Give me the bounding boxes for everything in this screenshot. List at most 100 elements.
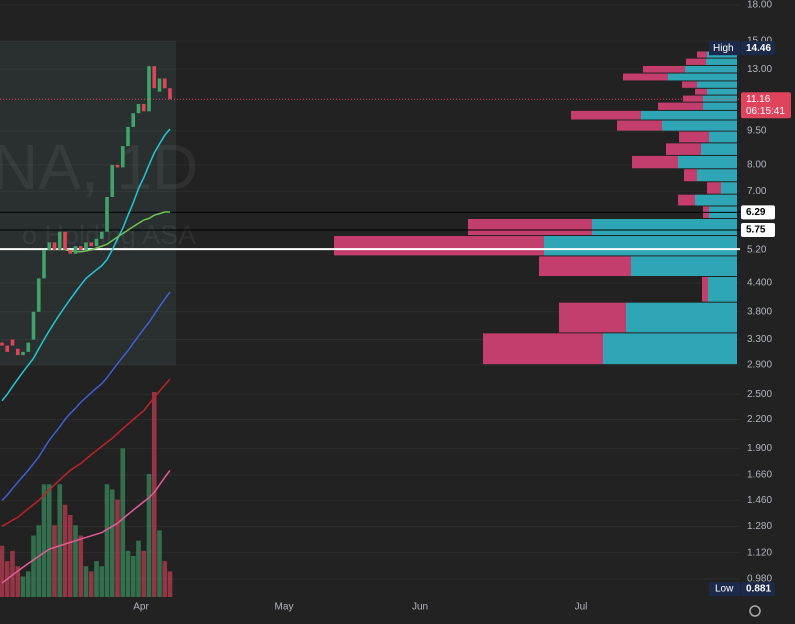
y-tick-label: 5.20 <box>747 245 767 256</box>
profile-buy <box>678 155 737 169</box>
volume-bar <box>109 489 115 597</box>
volume-bar <box>83 566 89 597</box>
y-tick-label: 4.400 <box>747 277 772 288</box>
profile-sell <box>702 277 708 302</box>
candle-body <box>31 311 36 340</box>
y-tick-label: 2.900 <box>747 360 772 371</box>
profile-buy <box>603 333 737 365</box>
candle-body <box>126 126 130 147</box>
settings-icon[interactable] <box>749 605 761 617</box>
candle-body <box>110 164 115 197</box>
y-tick-label: 1.900 <box>747 443 772 454</box>
volume-bar <box>130 556 136 597</box>
profile-buy <box>703 102 737 110</box>
candle-body <box>84 242 88 250</box>
profile-sell <box>632 155 678 169</box>
ma-line <box>64 211 170 253</box>
volume-bar <box>73 525 78 597</box>
volume-bar <box>57 484 63 597</box>
gear[interactable] <box>749 605 761 617</box>
y-tick-label: 3.300 <box>747 334 772 345</box>
candle-body <box>120 146 125 168</box>
profile-sell <box>617 120 662 131</box>
candle-body <box>136 103 141 114</box>
last-box <box>741 92 791 119</box>
profile-sell <box>623 73 668 81</box>
profile-sell <box>678 194 695 206</box>
candle-body <box>78 246 83 250</box>
profile-sell <box>686 58 706 65</box>
volume-bar <box>94 561 99 597</box>
x-tick-label: Apr <box>133 602 149 613</box>
profile-buy <box>701 143 737 155</box>
volume-bar <box>25 571 31 597</box>
profile-buy <box>544 236 737 256</box>
last-value: 11.16 <box>746 94 771 105</box>
volume-bar <box>31 535 36 597</box>
x-tick-label: Jul <box>575 602 588 613</box>
volume-bar <box>141 550 147 597</box>
candle-body <box>73 246 78 254</box>
profile-buy <box>641 110 737 120</box>
profile-buy <box>709 131 737 143</box>
profile-buy <box>708 277 737 302</box>
profile-buy <box>626 302 737 333</box>
candle-body <box>131 113 136 127</box>
candle-body <box>94 238 99 247</box>
profile-sell <box>559 302 626 333</box>
candle-body <box>157 78 162 92</box>
volume-bar <box>78 535 84 597</box>
candle-body <box>57 231 62 250</box>
profile-sell <box>468 219 592 236</box>
profile-sell <box>539 256 631 277</box>
y-tick-label: 2.200 <box>747 414 772 425</box>
candle-body <box>147 66 151 112</box>
y-tick-label: 18.00 <box>747 0 772 11</box>
high-tag-box <box>709 41 740 56</box>
profile-sell <box>707 182 721 194</box>
candle-body <box>162 78 167 89</box>
y-tick-label: 1.460 <box>747 495 772 506</box>
profile-buy <box>697 169 737 182</box>
candle-body <box>26 342 31 352</box>
range-box <box>0 40 176 366</box>
profile-sell <box>679 131 709 143</box>
y-tick-label: 1.280 <box>747 521 772 532</box>
volume-bar <box>115 499 120 597</box>
low-value: 0.881 <box>746 584 771 595</box>
candle-body <box>10 339 15 346</box>
volume-bar <box>52 525 57 597</box>
volume-bar <box>88 571 94 597</box>
profile-sell <box>666 143 701 155</box>
volume-bar <box>120 448 126 597</box>
profile-sell <box>695 88 707 95</box>
profile-buy <box>703 95 737 102</box>
level-value: 5.75 <box>746 225 766 236</box>
y-tick-label: 13.00 <box>747 64 772 75</box>
volume-bar <box>104 484 110 597</box>
volume-bar <box>136 540 141 597</box>
y-tick-label: 3.800 <box>747 306 772 317</box>
volume-bar <box>36 525 42 597</box>
profile-sell <box>697 51 707 58</box>
y-tick-label: 15.00 <box>747 36 772 47</box>
volume-bar <box>162 561 168 597</box>
watermark: NA, 1D <box>0 131 198 203</box>
volume-bar <box>62 504 68 597</box>
low-value-box <box>741 582 775 596</box>
low-tag-box <box>709 582 740 596</box>
profile-sell <box>682 81 697 88</box>
candle-body <box>99 231 104 239</box>
high-value-box <box>741 41 775 56</box>
volume-bar <box>41 484 47 597</box>
profile-sell <box>683 95 703 102</box>
volume-bar <box>157 530 162 597</box>
candle-body <box>0 342 4 346</box>
profile-sell <box>658 102 703 110</box>
level-value-box <box>741 223 775 238</box>
volume-bar <box>15 566 21 597</box>
profile-sell <box>684 169 697 182</box>
y-tick-label: 0.980 <box>747 574 772 585</box>
candle-body <box>47 242 52 250</box>
